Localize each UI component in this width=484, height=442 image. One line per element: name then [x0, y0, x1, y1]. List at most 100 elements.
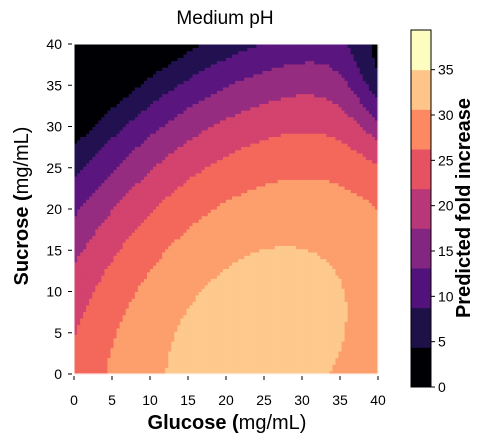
contour-cell: [86, 341, 90, 345]
contour-cell: [332, 291, 337, 296]
contour-cell: [289, 278, 294, 283]
contour-cell: [253, 222, 257, 227]
contour-cell: [110, 308, 115, 312]
contour-cell: [137, 255, 142, 260]
contour-cell: [274, 284, 279, 289]
contour-cell: [292, 215, 297, 220]
contour-cell: [365, 284, 370, 289]
contour-cell: [168, 311, 172, 316]
contour-cell: [262, 298, 267, 302]
contour-cell: [134, 251, 139, 256]
contour-cell: [359, 228, 364, 233]
contour-cell: [371, 304, 376, 309]
contour-cell: [140, 251, 145, 256]
contour-cell: [183, 360, 188, 365]
contour-cell: [86, 248, 90, 253]
contour-cell: [210, 350, 215, 355]
contour-cell: [86, 245, 90, 250]
contour-cell: [298, 344, 303, 349]
contour-cell: [192, 298, 197, 302]
contour-cell: [122, 255, 127, 260]
contour-cell: [140, 317, 145, 322]
contour-cell: [128, 212, 133, 217]
contour-cell: [150, 265, 154, 269]
contour-cell: [232, 245, 236, 250]
contour-cell: [207, 301, 212, 306]
contour-cell: [192, 347, 197, 352]
contour-cell: [216, 238, 221, 243]
contour-cell: [350, 212, 355, 217]
contour-cell: [110, 337, 115, 342]
contour-cell: [302, 248, 306, 253]
contour-cell: [122, 225, 127, 230]
contour-cell: [347, 288, 352, 293]
contour-cell: [213, 360, 218, 365]
contour-cell: [347, 344, 352, 349]
contour-cell: [140, 308, 145, 312]
contour-cell: [204, 301, 209, 306]
contour-cell: [77, 324, 81, 329]
contour-cell: [344, 344, 349, 349]
contour-cell: [119, 331, 124, 335]
contour-cell: [131, 281, 136, 286]
contour-cell: [286, 261, 291, 266]
contour-cell: [283, 218, 288, 223]
contour-cell: [286, 354, 291, 359]
contour-cell: [174, 275, 178, 279]
contour-cell: [274, 298, 279, 302]
contour-cell: [80, 218, 84, 223]
contour-cell: [146, 222, 151, 227]
contour-cell: [195, 337, 200, 342]
contour-cell: [320, 232, 324, 236]
contour-cell: [371, 314, 376, 319]
contour-cell: [92, 350, 96, 355]
contour-cell: [356, 265, 361, 269]
contour-cell: [89, 367, 93, 372]
contour-cell: [113, 238, 118, 243]
contour-cell: [189, 344, 194, 349]
contour-cell: [83, 215, 87, 220]
contour-cell: [165, 314, 169, 319]
contour-cell: [119, 304, 124, 309]
contour-cell: [131, 261, 136, 266]
contour-cell: [332, 334, 337, 339]
contour-cell: [274, 308, 279, 312]
contour-cell: [286, 218, 291, 223]
contour-cell: [216, 222, 221, 227]
contour-cell: [241, 222, 245, 227]
contour-cell: [171, 232, 175, 236]
contour-cell: [247, 245, 251, 250]
contour-cell: [247, 357, 251, 362]
contour-cell: [344, 360, 349, 365]
contour-cell: [362, 294, 367, 299]
contour-cell: [368, 291, 373, 296]
contour-cell: [192, 288, 197, 293]
contour-cell: [119, 367, 124, 372]
contour-cell: [338, 215, 343, 220]
contour-cell: [353, 255, 358, 260]
contour-cell: [74, 331, 78, 335]
contour-cell: [280, 370, 285, 375]
contour-cell: [80, 284, 84, 289]
contour-cell: [238, 367, 242, 372]
contour-cell: [341, 225, 346, 230]
contour-cell: [292, 218, 297, 223]
contour-cell: [186, 350, 191, 355]
contour-cell: [86, 298, 90, 302]
contour-cell: [295, 228, 300, 233]
contour-cell: [335, 232, 340, 236]
contour-cell: [374, 304, 379, 309]
contour-cell: [146, 324, 151, 329]
contour-cell: [229, 311, 233, 316]
contour-cell: [210, 235, 215, 240]
contour-cell: [338, 308, 343, 312]
contour-cell: [250, 288, 254, 293]
contour-cell: [180, 278, 185, 283]
contour-cell: [95, 324, 99, 329]
contour-cell: [308, 311, 312, 316]
contour-cell: [174, 222, 178, 227]
contour-cell: [210, 232, 215, 236]
contour-cell: [216, 258, 221, 263]
contour-cell: [344, 265, 349, 269]
contour-cell: [77, 245, 81, 250]
